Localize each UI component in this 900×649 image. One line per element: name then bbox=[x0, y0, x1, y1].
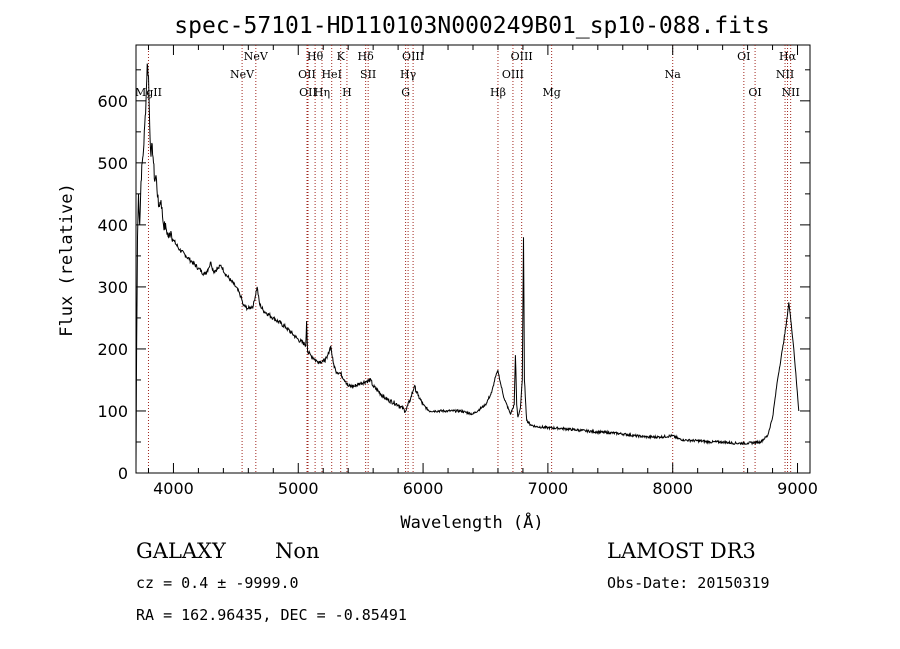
x-axis-label: Wavelength (Å) bbox=[400, 511, 543, 533]
coordinates-text: RA = 162.96435, DEC = -0.85491 bbox=[136, 606, 407, 624]
y-tick-label: 400 bbox=[97, 216, 128, 235]
y-tick-label: 200 bbox=[97, 340, 128, 359]
object-subclass: Non bbox=[275, 539, 320, 563]
spectral-line-label: NII bbox=[776, 68, 794, 81]
spectrum-line bbox=[135, 63, 800, 467]
spectral-line-label: G bbox=[401, 86, 410, 99]
y-tick-label: 500 bbox=[97, 154, 128, 173]
spectral-line-markers bbox=[147, 45, 792, 473]
spectral-line-label: OII bbox=[298, 68, 316, 81]
object-class: GALAXY bbox=[136, 539, 227, 563]
spectral-line-label: Mg bbox=[542, 86, 560, 99]
x-tick-label: 4000 bbox=[153, 479, 194, 498]
y-tick-label: 100 bbox=[97, 402, 128, 421]
plot-frame bbox=[135, 44, 811, 474]
spectral-line-label: OI bbox=[748, 86, 761, 99]
chart-title: spec-57101-HD110103N000249B01_sp10-088.f… bbox=[174, 13, 769, 39]
spectral-line-label: NeV bbox=[230, 68, 255, 81]
spectral-line-label: Hθ bbox=[307, 50, 324, 63]
spectral-line-label: NII bbox=[781, 86, 799, 99]
spectral-line-label: Hα bbox=[779, 50, 797, 63]
x-tick-label: 8000 bbox=[652, 479, 693, 498]
survey-label: LAMOST DR3 bbox=[607, 539, 756, 563]
spectral-line-label: Na bbox=[665, 68, 682, 81]
spectral-line-label: OIII bbox=[402, 50, 424, 63]
y-tick-label: 600 bbox=[97, 92, 128, 111]
spectral-line-label: NeV bbox=[244, 50, 269, 63]
spectral-line-label: Hβ bbox=[490, 86, 506, 99]
obs-date-text: Obs-Date: 20150319 bbox=[607, 574, 770, 592]
x-tick-label: 9000 bbox=[777, 479, 818, 498]
spectral-line-label: OI bbox=[737, 50, 750, 63]
spectral-line-label: HeI bbox=[321, 68, 341, 81]
spectral-line-label: OIII bbox=[502, 68, 524, 81]
spectral-line-label: K bbox=[337, 50, 346, 63]
spectral-line-label: SII bbox=[360, 68, 376, 81]
x-tick-label: 6000 bbox=[403, 479, 444, 498]
spectral-line-label: Hδ bbox=[358, 50, 375, 63]
y-tick-label: 0 bbox=[118, 464, 128, 483]
x-tick-label: 7000 bbox=[528, 479, 569, 498]
x-axis-ticks: 4000 5000 6000 7000 8000 9000 bbox=[147, 45, 818, 498]
y-axis-label: Flux (relative) bbox=[57, 183, 77, 337]
spectral-line-label: Hγ bbox=[400, 68, 417, 81]
spectral-line-label: OIII bbox=[511, 50, 533, 63]
x-tick-label: 5000 bbox=[278, 479, 319, 498]
y-axis-ticks: 0 100 200 300 400 500 600 bbox=[97, 69, 810, 483]
spectral-line-label: OII bbox=[299, 86, 317, 99]
y-tick-label: 300 bbox=[97, 278, 128, 297]
redshift-text: cz = 0.4 ± -9999.0 bbox=[136, 574, 299, 592]
spectral-line-label: Hη bbox=[314, 86, 330, 99]
spectral-line-label: H bbox=[342, 86, 352, 99]
